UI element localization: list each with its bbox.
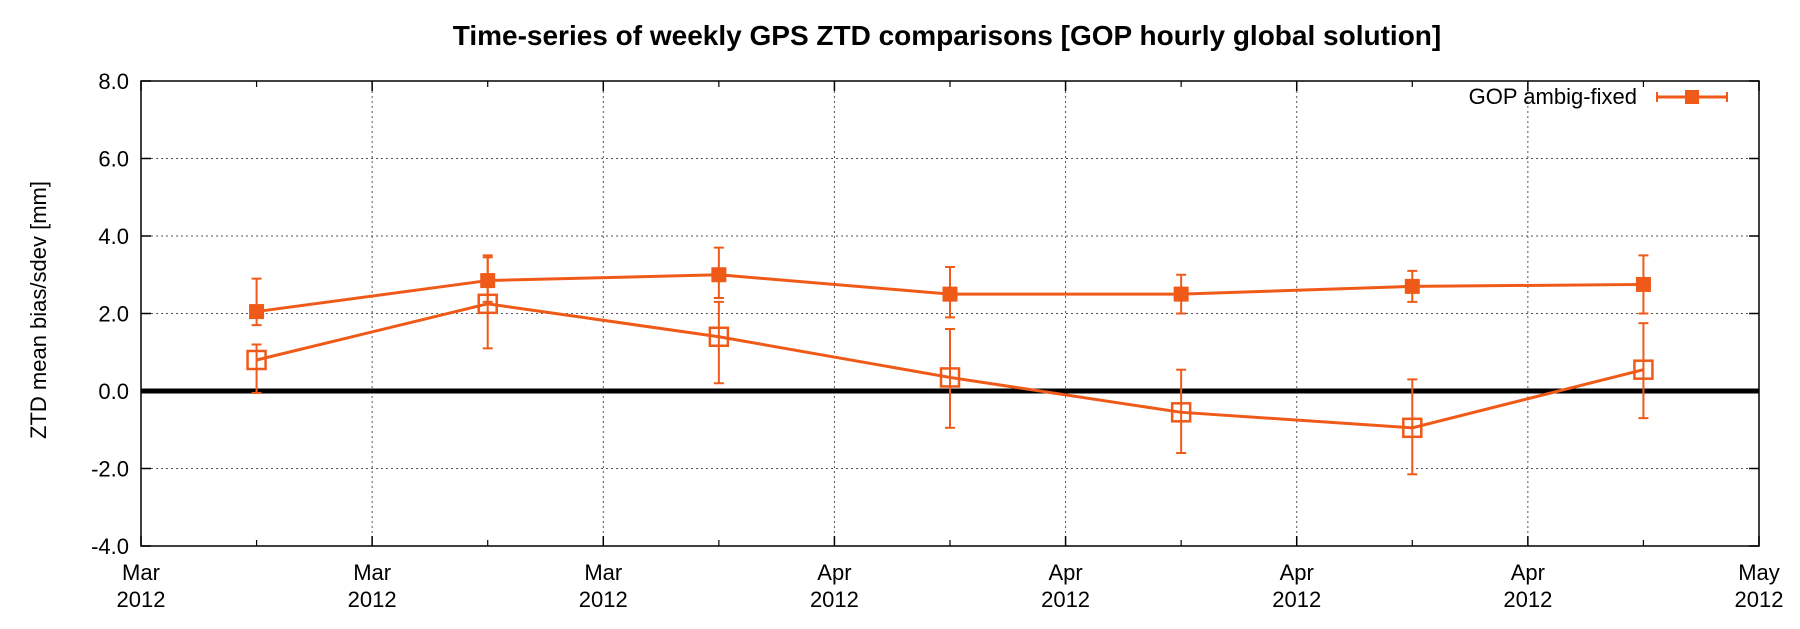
series-0-point (249, 304, 265, 320)
y-tick-label: 6.0 (98, 147, 129, 172)
legend-sample-marker (1685, 90, 1699, 104)
y-tick-label: 0.0 (98, 379, 129, 404)
x-tick-label-year: 2012 (1503, 587, 1552, 612)
x-tick-label-month: Mar (584, 560, 622, 585)
y-axis-label: ZTD mean bias/sdev [mm] (26, 181, 51, 439)
x-tick-label-month: Apr (1280, 560, 1314, 585)
x-tick-label-month: Apr (817, 560, 851, 585)
series-layer (246, 246, 1654, 476)
x-tick-label-year: 2012 (1735, 587, 1784, 612)
x-tick-label-year: 2012 (348, 587, 397, 612)
series-0-point (942, 286, 958, 302)
x-tick-label-month: Mar (353, 560, 391, 585)
y-tick-label: -4.0 (91, 534, 129, 559)
series-0-point (711, 267, 727, 283)
series-1-point (939, 367, 961, 388)
x-tick-label-month: Mar (122, 560, 160, 585)
series-1-point (1402, 417, 1423, 439)
series-0-point (1404, 278, 1420, 294)
series-1-point (708, 326, 730, 347)
series-1-point (1633, 359, 1654, 380)
plot-frame (140, 80, 1760, 547)
series-0-point (1635, 276, 1651, 292)
x-tick-label-month: Apr (1048, 560, 1082, 585)
axes-layer: 8.06.04.02.00.0-2.0-4.0Mar2012Mar2012Mar… (91, 69, 1783, 612)
series-0-point (1173, 286, 1189, 302)
x-tick-label-year: 2012 (117, 587, 166, 612)
x-tick-label-year: 2012 (1041, 587, 1090, 612)
legend: GOP ambig-fixed (1469, 84, 1728, 109)
x-tick-label-month: May (1738, 560, 1780, 585)
y-tick-label: 4.0 (98, 224, 129, 249)
series-1-point (246, 349, 267, 371)
x-tick-label-year: 2012 (1272, 587, 1321, 612)
series-1-point (1170, 402, 1192, 423)
x-tick-label-month: Apr (1511, 560, 1545, 585)
y-tick-label: 8.0 (98, 69, 129, 94)
y-tick-label: -2.0 (91, 457, 129, 482)
legend-label-gop-ambig-fixed: GOP ambig-fixed (1469, 84, 1637, 109)
y-tick-label: 2.0 (98, 302, 129, 327)
x-tick-label-year: 2012 (810, 587, 859, 612)
chart-title: Time-series of weekly GPS ZTD comparison… (453, 20, 1442, 51)
series-1-point (477, 293, 498, 315)
x-tick-label-year: 2012 (579, 587, 628, 612)
